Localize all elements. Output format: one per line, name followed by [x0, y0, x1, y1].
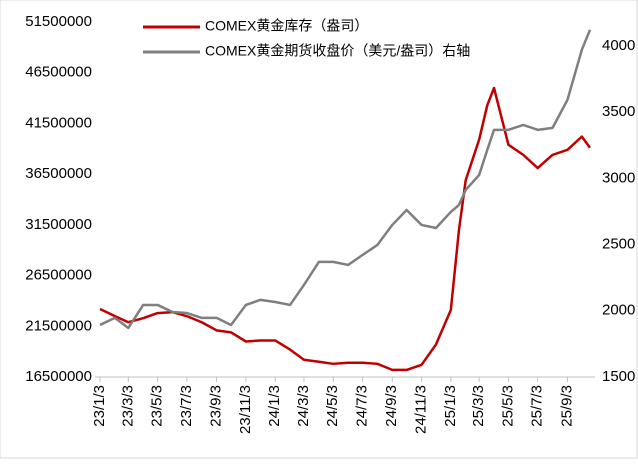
legend-label: COMEX黄金库存（盎司）: [205, 18, 368, 34]
x-tick-label: 23/3/3: [119, 385, 136, 427]
x-tick-label: 23/1/3: [91, 385, 108, 427]
x-tick-label: 23/11/3: [237, 385, 254, 434]
x-tick-label: 25/9/3: [558, 385, 575, 427]
y-tick-label: 46500000: [25, 64, 92, 81]
y-tick-label: 41500000: [25, 114, 92, 131]
y-tick-label: 51500000: [25, 13, 92, 30]
y-tick-label: 26500000: [25, 267, 92, 284]
y2-tick-label: 4000: [602, 37, 635, 54]
y-tick-label: 21500000: [25, 317, 92, 334]
y2-tick-label: 3000: [602, 169, 635, 186]
y2-tick-label: 2500: [602, 236, 635, 253]
x-tick-label: 24/1/3: [266, 385, 283, 427]
y-tick-label: 36500000: [25, 165, 92, 182]
x-tick-label: 24/7/3: [353, 385, 370, 427]
x-tick-label: 25/3/3: [470, 385, 487, 427]
x-tick-label: 23/9/3: [208, 385, 225, 427]
x-tick-label: 24/11/3: [413, 385, 430, 434]
y2-tick-label: 1500: [602, 368, 635, 385]
series-line: [99, 29, 592, 330]
x-tick-label: 23/5/3: [149, 385, 166, 427]
y2-tick-label: 2000: [602, 302, 635, 319]
y-tick-label: 31500000: [25, 216, 92, 233]
x-tick-label: 23/7/3: [178, 385, 195, 427]
x-tick-label: 24/3/3: [295, 385, 312, 427]
x-tick-label: 25/7/3: [529, 385, 546, 427]
y2-tick-label: 3500: [602, 103, 635, 120]
x-tick-label: 25/1/3: [442, 385, 459, 427]
legend-label: COMEX黄金期货收盘价（美元/盎司）右轴: [205, 43, 470, 59]
x-tick-label: 25/5/3: [499, 385, 516, 427]
x-tick-label: 24/5/3: [324, 385, 341, 427]
x-tick-label: 24/9/3: [383, 385, 400, 427]
series-line: [99, 86, 592, 372]
y-tick-label: 16500000: [25, 368, 92, 385]
